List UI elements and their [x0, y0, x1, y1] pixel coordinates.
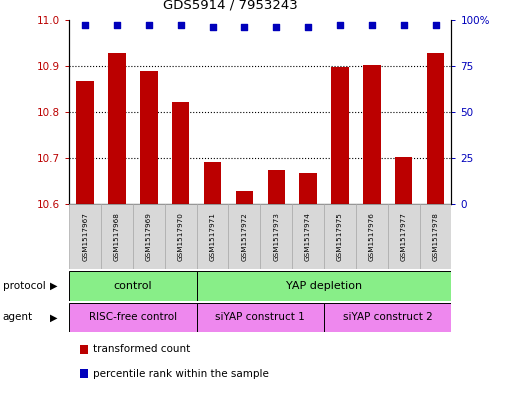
Bar	[331, 67, 349, 204]
Text: ▶: ▶	[50, 312, 57, 322]
Text: agent: agent	[3, 312, 33, 322]
Bar	[69, 303, 196, 332]
Bar	[427, 53, 444, 204]
Text: GSM1517977: GSM1517977	[401, 212, 407, 261]
Text: YAP depletion: YAP depletion	[286, 281, 362, 291]
Text: GSM1517976: GSM1517976	[369, 212, 375, 261]
Bar	[133, 204, 165, 269]
Bar	[395, 157, 412, 204]
Text: GDS5914 / 7953243: GDS5914 / 7953243	[164, 0, 298, 12]
Point	[431, 22, 440, 28]
Point	[368, 22, 376, 28]
Bar	[165, 204, 196, 269]
Bar	[196, 204, 228, 269]
Text: GSM1517968: GSM1517968	[114, 212, 120, 261]
Text: GSM1517969: GSM1517969	[146, 212, 152, 261]
Bar	[228, 204, 261, 269]
Point	[240, 24, 248, 30]
Point	[113, 22, 121, 28]
Text: GSM1517978: GSM1517978	[432, 212, 439, 261]
Point	[81, 22, 89, 28]
Point	[145, 22, 153, 28]
Bar	[356, 204, 388, 269]
Text: GSM1517971: GSM1517971	[210, 212, 215, 261]
Bar	[196, 303, 324, 332]
Text: GSM1517967: GSM1517967	[82, 212, 88, 261]
Bar	[292, 204, 324, 269]
Text: GSM1517974: GSM1517974	[305, 212, 311, 261]
Text: protocol: protocol	[3, 281, 45, 291]
Bar	[196, 271, 451, 301]
Bar	[140, 72, 157, 204]
Bar	[267, 170, 285, 204]
Text: GSM1517970: GSM1517970	[177, 212, 184, 261]
Point	[208, 24, 216, 30]
Point	[304, 24, 312, 30]
Text: siYAP construct 1: siYAP construct 1	[215, 312, 305, 322]
Bar	[101, 204, 133, 269]
Bar	[420, 204, 451, 269]
Text: siYAP construct 2: siYAP construct 2	[343, 312, 432, 322]
Bar	[324, 204, 356, 269]
Bar	[363, 65, 381, 204]
Bar	[235, 191, 253, 204]
Text: percentile rank within the sample: percentile rank within the sample	[93, 369, 269, 379]
Point	[272, 24, 281, 30]
Bar	[76, 81, 94, 204]
Point	[336, 22, 344, 28]
Text: RISC-free control: RISC-free control	[89, 312, 177, 322]
Text: GSM1517973: GSM1517973	[273, 212, 279, 261]
Bar	[204, 162, 221, 204]
Bar	[172, 102, 189, 204]
Bar	[69, 204, 101, 269]
Text: ▶: ▶	[50, 281, 57, 291]
Point	[176, 22, 185, 28]
Bar	[388, 204, 420, 269]
Point	[400, 22, 408, 28]
Bar	[69, 271, 196, 301]
Bar	[324, 303, 451, 332]
Text: control: control	[114, 281, 152, 291]
Text: GSM1517975: GSM1517975	[337, 212, 343, 261]
Bar	[300, 173, 317, 204]
Bar	[108, 53, 126, 204]
Text: transformed count: transformed count	[93, 344, 190, 354]
Bar	[261, 204, 292, 269]
Text: GSM1517972: GSM1517972	[242, 212, 247, 261]
